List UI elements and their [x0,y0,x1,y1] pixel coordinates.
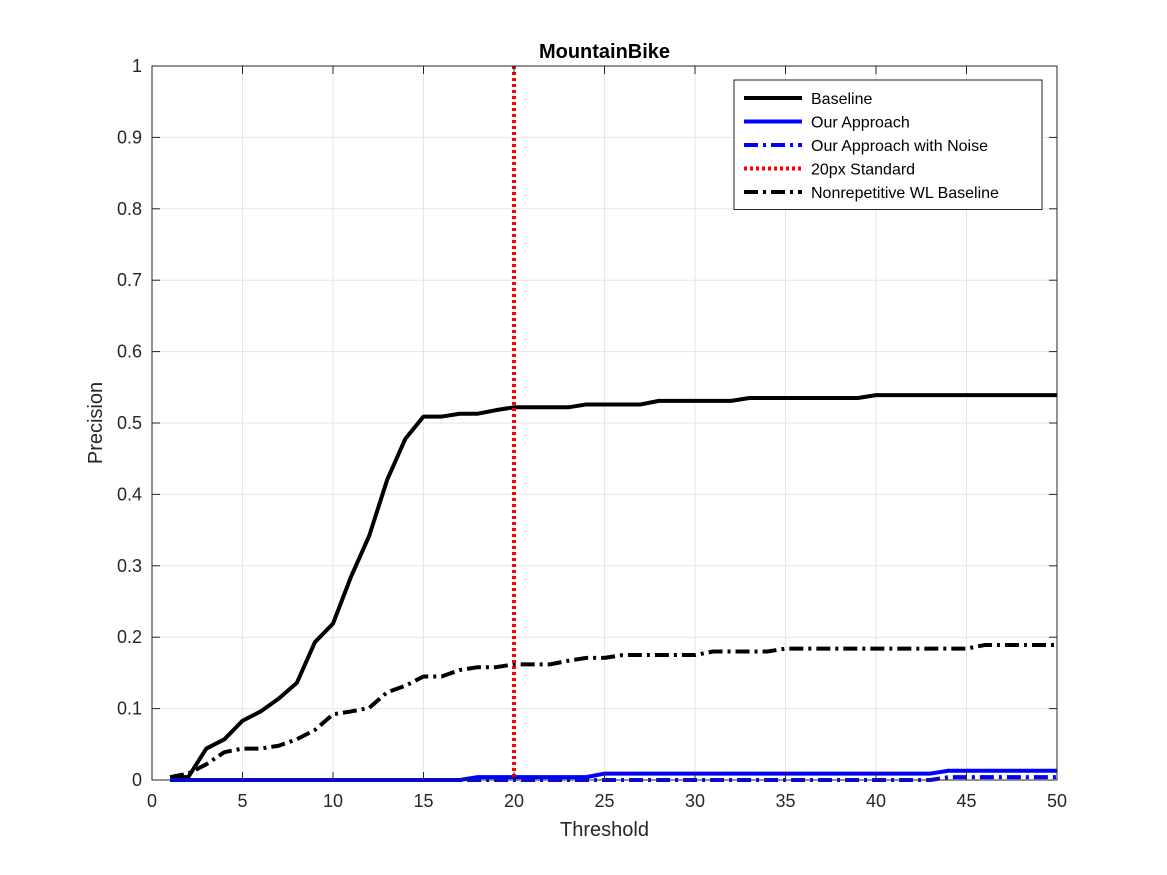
x-tick-labels: 0 5 10 15 20 25 30 35 40 45 50 [147,791,1067,811]
legend-entry-label: Baseline [811,91,872,108]
legend-entry-label: Our Approach with Noise [811,138,988,155]
y-tick-label: 0.8 [117,199,142,219]
tick-marks [151,65,1058,781]
x-tick-label: 45 [956,791,976,811]
series-line-nonrepetitive-wl-baseline [169,643,1057,780]
legend-box [733,79,1043,210]
x-tick-label: 35 [775,791,795,811]
legend-entry-label: 20px Standard [811,162,915,179]
series-line-baseline [170,393,1057,780]
y-tick-label: 0.9 [117,127,142,147]
x-tick-label: 15 [413,791,433,811]
x-tick-label: 30 [685,791,705,811]
y-tick-label: 0.5 [117,413,142,433]
chart-title: MountainBike [539,41,670,63]
y-tick-label: 0.3 [117,556,142,576]
y-axis-label: Precision [85,382,107,464]
x-axis-label: Threshold [560,819,649,841]
y-tick-label: 0.2 [117,627,142,647]
y-tick-label: 0.4 [117,484,142,504]
y-tick-label: 1 [132,56,142,76]
y-tick-label: 0.7 [117,270,142,290]
y-tick-label: 0.6 [117,342,142,362]
legend-entry-label: Nonrepetitive WL Baseline [811,185,999,202]
x-tick-label: 20 [504,791,524,811]
x-tick-label: 0 [147,791,157,811]
x-tick-label: 25 [594,791,614,811]
x-tick-label: 10 [323,791,343,811]
x-tick-label: 50 [1047,791,1067,811]
y-tick-label: 0.1 [117,699,142,719]
y-tick-label: 0 [132,770,142,790]
y-tick-labels: 0 0.1 0.2 0.3 0.4 0.5 0.6 0.7 0.8 0.9 1 [117,56,142,790]
x-tick-label: 40 [866,791,886,811]
legend-entry-label: Our Approach [811,115,910,132]
legend: Baseline Our Approach Our Approach with No… [733,79,1043,210]
x-tick-label: 5 [237,791,247,811]
